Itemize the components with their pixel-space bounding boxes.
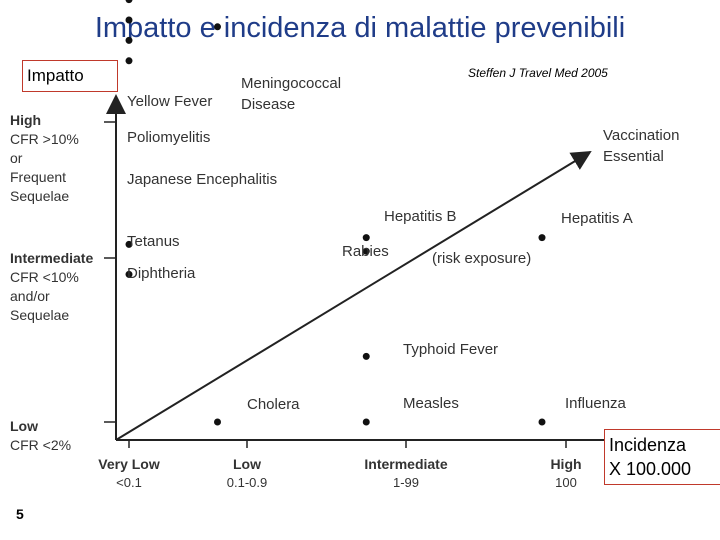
annotation-label: (risk exposure) xyxy=(432,250,531,267)
data-point xyxy=(362,352,370,360)
point-label: Tetanus xyxy=(127,233,180,250)
slide-number: 5 xyxy=(16,506,24,522)
data-point xyxy=(362,234,370,242)
data-point xyxy=(214,418,221,426)
data-point xyxy=(125,270,133,278)
data-point xyxy=(538,418,546,426)
x-tick-range: 1-99 xyxy=(393,475,419,490)
point-label: Japanese Encephalitis xyxy=(127,171,277,188)
y-tick-label: Sequelae xyxy=(10,188,69,204)
y-tick-label: CFR <2% xyxy=(10,437,71,453)
x-axis-label-line1: Incidenza xyxy=(609,435,687,455)
point-label: Measles xyxy=(403,395,459,412)
x-tick-label: High xyxy=(550,456,581,472)
x-tick-label: Low xyxy=(233,456,261,472)
data-point xyxy=(125,0,133,4)
y-tick-label: Frequent xyxy=(10,169,66,185)
data-point xyxy=(125,36,133,44)
point-label: Hepatitis B xyxy=(384,208,457,225)
x-tick-range: <0.1 xyxy=(116,475,142,490)
arrow-label: Essential xyxy=(603,148,664,165)
point-label: Meningococcal xyxy=(241,75,341,92)
point-label: Poliomyelitis xyxy=(127,129,210,146)
data-point xyxy=(362,418,370,426)
data-point xyxy=(538,234,546,242)
vaccination-arrow xyxy=(115,150,592,441)
x-axis-label-box: Incidenza X 100.000 xyxy=(604,429,720,485)
data-point xyxy=(125,57,133,65)
y-tick-label: Sequelae xyxy=(10,307,69,323)
point-label: Yellow Fever xyxy=(127,93,212,110)
point-label: Rabies xyxy=(342,243,389,260)
x-tick-label: Very Low xyxy=(98,456,160,472)
data-point xyxy=(362,247,370,255)
point-label: Disease xyxy=(241,96,295,113)
y-tick-label: Intermediate xyxy=(10,250,93,266)
point-label: Diphtheria xyxy=(127,265,196,282)
y-tick-label: Low xyxy=(10,418,38,434)
x-tick-range: 0.1-0.9 xyxy=(227,475,267,490)
arrow-label: Vaccination xyxy=(603,127,679,144)
x-axis-label-line2: X 100.000 xyxy=(609,459,692,479)
data-point xyxy=(125,240,133,248)
point-label: Cholera xyxy=(247,396,300,413)
y-tick-label: and/or xyxy=(10,288,50,304)
y-axis-label-box: Impatto xyxy=(22,60,118,92)
y-tick-label: or xyxy=(10,150,23,166)
y-tick-label: High xyxy=(10,112,41,128)
point-label: Typhoid Fever xyxy=(403,341,498,358)
source-citation: Steffen J Travel Med 2005 xyxy=(468,66,608,80)
point-label: Hepatitis A xyxy=(561,210,633,227)
page-title: Impatto e incidenza di malattie prevenib… xyxy=(94,12,626,44)
x-tick-label: Intermediate xyxy=(364,456,447,472)
data-point xyxy=(214,23,221,31)
y-tick-label: CFR <10% xyxy=(10,269,79,285)
x-tick-range: 100 xyxy=(555,475,577,490)
point-label: Influenza xyxy=(565,395,627,412)
y-tick-label: CFR >10% xyxy=(10,131,79,147)
data-point xyxy=(125,16,133,24)
